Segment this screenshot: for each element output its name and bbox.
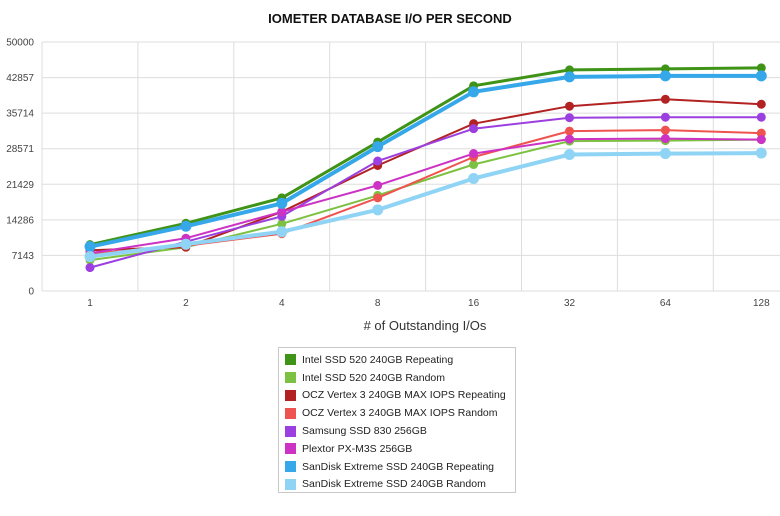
legend-swatch [285,443,296,455]
data-point [660,134,670,144]
legend-swatch [285,461,296,473]
data-point [372,141,384,153]
series-7 [84,70,767,253]
data-point [276,226,288,238]
data-point [659,70,671,82]
y-tick-label: 0 [28,287,34,298]
data-point [659,148,671,160]
data-point [469,149,479,159]
legend-swatch [285,354,296,366]
legend-label: Intel SSD 520 240GB Random [302,371,446,384]
legend-label: SanDisk Extreme SSD 240GB Random [302,478,486,491]
data-point [660,125,670,135]
y-axis-ticks: 0 7143 14286 21429 28571 35714 42857 50000 [6,38,34,298]
x-tick-label: 4 [279,298,285,309]
series-group [84,63,767,273]
data-point [373,193,383,203]
legend-item: SanDisk Extreme SSD 240GB Repeating [285,458,509,476]
series-line [89,116,762,269]
data-point [84,241,96,253]
legend-label: Samsung SSD 830 256GB [302,425,427,438]
data-point [756,135,766,145]
data-point [756,99,766,109]
series-line [89,66,762,247]
data-point [180,220,192,232]
y-tick-label: 50000 [6,38,34,49]
data-point [277,219,287,229]
x-axis-label: # of Outstanding I/Os [364,318,487,333]
legend-item: Intel SSD 520 240GB Repeating [285,351,509,369]
y-tick-label: 42857 [6,73,34,84]
data-point [180,238,192,250]
data-point [469,124,479,134]
data-point [469,160,479,170]
data-point [660,94,670,104]
legend-item: OCZ Vertex 3 240GB MAX IOPS Repeating [285,387,509,405]
series-line [89,73,762,249]
y-tick-label: 35714 [6,109,34,120]
data-point [565,126,574,136]
x-tick-label: 128 [753,298,770,309]
data-point [276,197,288,209]
data-point [277,207,287,217]
x-tick-label: 32 [564,298,576,309]
chart-legend: Intel SSD 520 240GB Repeating Intel SSD 5… [278,347,516,493]
data-point [565,134,574,144]
chart-title: IOMETER DATABASE I/O PER SECOND [268,11,512,26]
data-point [756,63,766,73]
y-tick-label: 14286 [6,215,34,226]
legend-label: SanDisk Extreme SSD 240GB Repeating [302,460,495,473]
legend-swatch [285,478,296,490]
data-point [565,113,574,123]
legend-item: OCZ Vertex 3 240GB MAX IOPS Random [285,404,509,422]
legend-item: Plextor PX-M3S 256GB [285,440,509,458]
series-8 [84,147,767,263]
data-point [755,147,767,159]
y-tick-label: 7143 [12,251,35,262]
data-point [373,156,383,166]
data-point [373,180,383,190]
legend-label: Plextor PX-M3S 256GB [302,442,413,455]
line-chart: IOMETER DATABASE I/O PER SECOND 07143142… [6,11,780,333]
x-tick-label: 8 [375,298,381,309]
data-point [755,70,767,82]
legend-label: Intel SSD 520 240GB Repeating [302,353,454,366]
legend-swatch [285,372,296,384]
x-tick-label: 2 [183,298,189,309]
y-tick-label: 28571 [6,144,34,155]
data-point [564,71,575,83]
x-tick-label: 1 [87,298,93,309]
series-line [89,151,762,259]
data-point [372,204,384,216]
legend-item: Samsung SSD 830 256GB [285,422,509,440]
x-tick-label: 64 [660,298,672,309]
y-tick-label: 21429 [6,180,34,191]
data-point [84,251,96,263]
x-axis-ticks: 1 2 4 8 16 32 64 128 [87,298,770,309]
data-point [85,263,95,273]
x-tick-label: 16 [468,298,480,309]
legend-item: Intel SSD 520 240GB Random [285,369,509,387]
data-point [756,112,766,122]
series-line [89,137,762,255]
legend-swatch [285,425,296,437]
data-point [756,128,766,138]
data-point [565,101,574,111]
legend-label: OCZ Vertex 3 240GB MAX IOPS Repeating [302,389,506,402]
data-point [468,172,480,184]
legend-label: OCZ Vertex 3 240GB MAX IOPS Random [302,407,498,420]
data-point [660,112,670,122]
legend-swatch [285,389,296,401]
data-point [468,86,480,98]
legend-swatch [285,407,296,419]
legend-item: SanDisk Extreme SSD 240GB Random [285,476,509,494]
data-point [564,149,575,161]
